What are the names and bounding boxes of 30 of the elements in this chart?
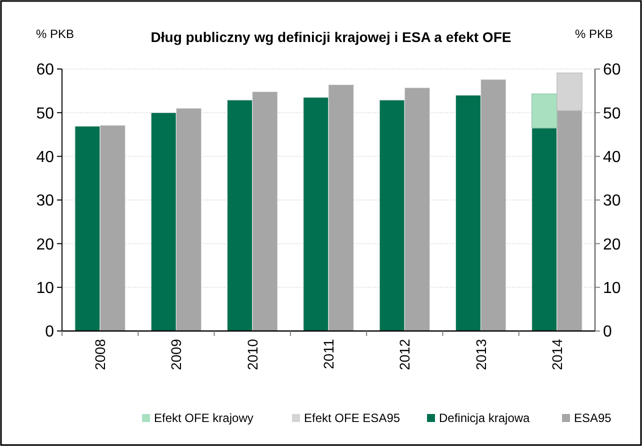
y-tick-label: 60 xyxy=(36,62,54,79)
y2-tick-label: 50 xyxy=(603,105,621,122)
y-tick-label: 0 xyxy=(45,324,54,341)
chart-title: Dług publiczny wg definicji krajowej i ESA a efekt OFE xyxy=(150,29,512,45)
y2-tick-label: 20 xyxy=(603,236,621,254)
legend-label: Definicja krajowa xyxy=(439,411,530,425)
y2-tick-label: 60 xyxy=(603,62,621,79)
y-tick-label: 20 xyxy=(36,236,54,254)
y2-tick-label: 10 xyxy=(603,280,621,297)
x-tick-label: 2012 xyxy=(396,338,413,370)
bar xyxy=(532,94,558,128)
legend-label: Efekt OFE ESA95 xyxy=(304,411,400,425)
x-tick-label: 2013 xyxy=(472,338,489,370)
x-tick-label: 2014 xyxy=(548,338,565,370)
y2-tick-label: 0 xyxy=(603,324,612,341)
y2-tick-label: 30 xyxy=(603,192,621,210)
x-tick-label: 2008 xyxy=(92,338,108,370)
x-tick-label: 2011 xyxy=(320,338,336,370)
bar xyxy=(556,72,582,111)
y-tick-label: 10 xyxy=(36,280,54,297)
y-tick-label: 40 xyxy=(36,148,54,166)
y-axis-title: % PKB xyxy=(36,27,74,41)
y-tick-label: 50 xyxy=(36,105,54,122)
x-tick-label: 2010 xyxy=(244,338,260,370)
x-tick-label: 2009 xyxy=(168,338,184,370)
y2-axis-title: % PKB xyxy=(575,27,614,41)
y2-tick-label: 40 xyxy=(603,148,621,166)
legend-label: ESA95 xyxy=(574,411,612,425)
legend-label: Efekt OFE krajowy xyxy=(154,411,254,425)
y-tick-label: 30 xyxy=(36,192,54,210)
